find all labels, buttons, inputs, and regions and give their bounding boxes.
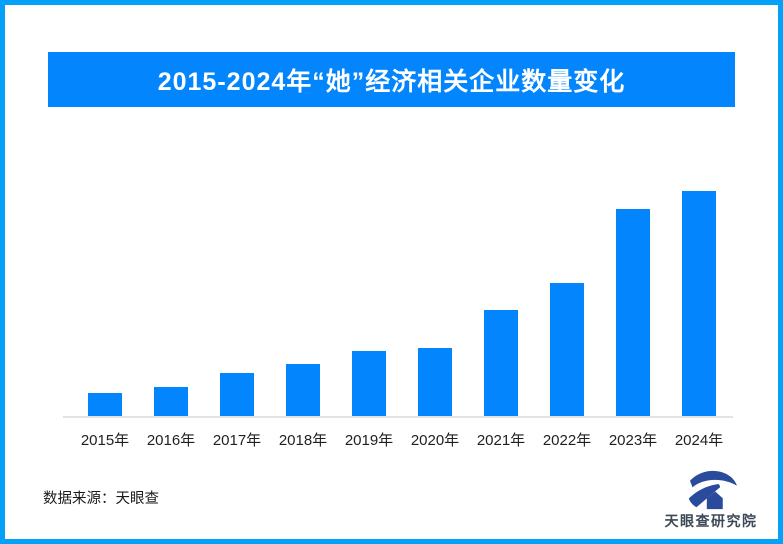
x-tick-label-2020年: 2020年 (410, 432, 460, 449)
bar-slot-2024年 (666, 184, 732, 416)
bar-2017年 (220, 373, 254, 416)
bar-slot-2017年 (204, 184, 270, 416)
bar-slot-2022年 (534, 184, 600, 416)
bar-2016年 (154, 387, 188, 416)
bar-series (72, 184, 732, 416)
data-source-note: 数据来源：天眼查 (43, 491, 159, 507)
bar-2015年 (88, 393, 122, 416)
x-axis-labels: 2015年 2016年 2017年 2018年 2019年 2020年 2021年 2022年… (72, 432, 732, 449)
tianyancha-research-logo: 天眼查研究院 (655, 468, 767, 531)
bar-2020年 (418, 348, 452, 416)
x-tick-label-2022年: 2022年 (542, 432, 592, 449)
bar-2024年 (682, 191, 716, 416)
chart-title: 2015-2024年“她”经济相关企业数量变化 (157, 67, 626, 96)
bar-2021年 (484, 310, 518, 416)
title-banner: 2015-2024年“她”经济相关企业数量变化 (48, 52, 735, 107)
x-tick-label-2019年: 2019年 (344, 432, 394, 449)
bar-2022年 (550, 283, 584, 416)
x-tick-label-2015年: 2015年 (80, 432, 130, 449)
tianyancha-logo-text: 天眼查研究院 (664, 513, 758, 529)
bar-slot-2023年 (600, 184, 666, 416)
x-axis-line (63, 416, 733, 418)
x-tick-label-2018年: 2018年 (278, 432, 328, 449)
x-tick-label-2017年: 2017年 (212, 432, 262, 449)
x-tick-label-2023年: 2023年 (608, 432, 658, 449)
bar-slot-2021年 (468, 184, 534, 416)
x-tick-label-2016年: 2016年 (146, 432, 196, 449)
bar-2018年 (286, 364, 320, 416)
x-tick-label-2021年: 2021年 (476, 432, 526, 449)
bar-slot-2016年 (138, 184, 204, 416)
bar-slot-2015年 (72, 184, 138, 416)
bar-slot-2019年 (336, 184, 402, 416)
x-tick-label-2024年: 2024年 (674, 432, 724, 449)
tianyancha-logo-icon (685, 470, 738, 510)
bar-slot-2018年 (270, 184, 336, 416)
bar-slot-2020年 (402, 184, 468, 416)
bar-2019年 (352, 351, 386, 416)
bar-2023年 (616, 209, 650, 416)
